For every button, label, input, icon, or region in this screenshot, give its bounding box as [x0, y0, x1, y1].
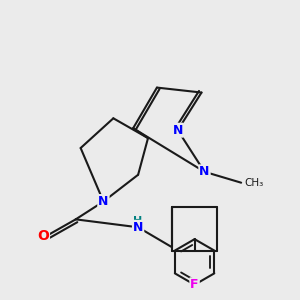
Text: N: N	[133, 221, 143, 234]
Text: H: H	[134, 216, 143, 226]
Text: F: F	[190, 278, 199, 291]
Text: CH₃: CH₃	[245, 178, 264, 188]
Text: N: N	[199, 165, 210, 178]
Text: N: N	[98, 195, 109, 208]
Text: O: O	[37, 229, 49, 243]
Text: N: N	[172, 124, 183, 137]
